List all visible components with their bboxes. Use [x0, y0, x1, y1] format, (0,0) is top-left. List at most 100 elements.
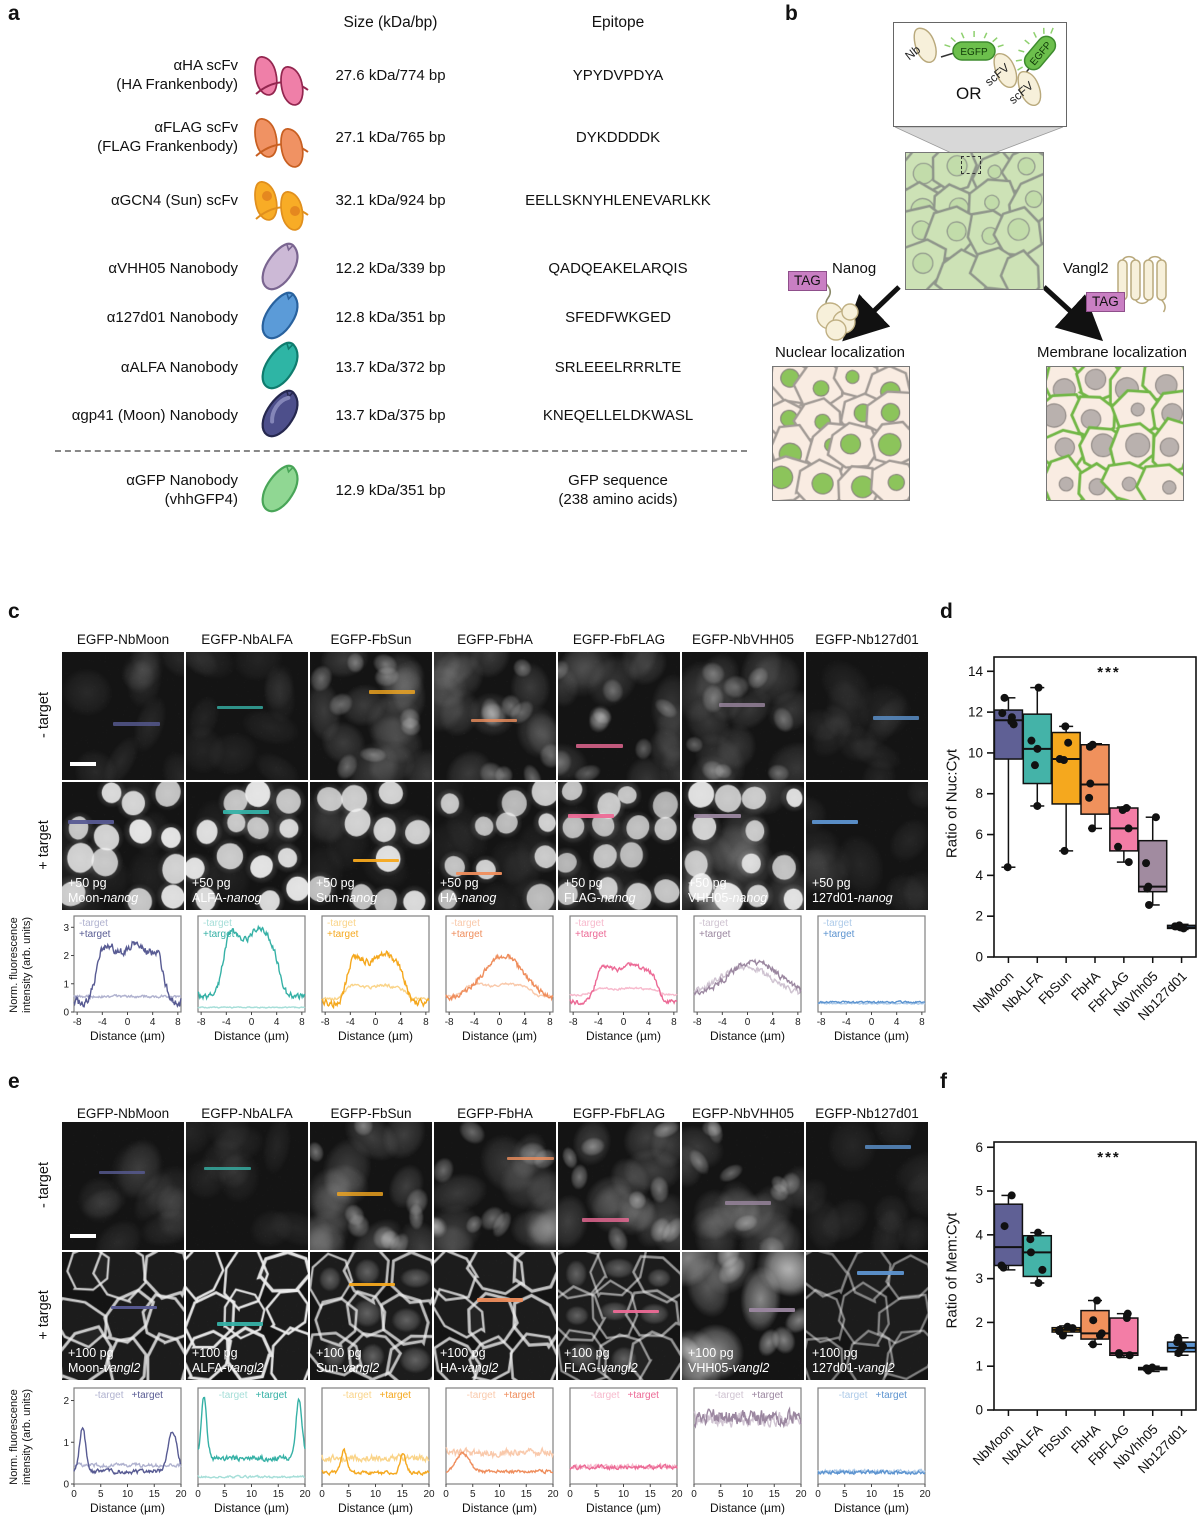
- svg-text:15: 15: [769, 1489, 781, 1500]
- data-point: [1086, 779, 1095, 788]
- antibody-name: αALFA Nanobody: [120, 358, 238, 376]
- microscopy-image: [558, 652, 680, 780]
- svg-text:-target: -target: [699, 918, 728, 929]
- svg-text:-4: -4: [842, 1017, 851, 1028]
- table-row: αGFP Nanobody (vhhGFP4) 12.9 kDa/351 bp GFP…: [0, 459, 770, 521]
- profile-line-marker: [582, 1218, 629, 1222]
- svg-text:-target: -target: [839, 1390, 868, 1401]
- construct-label: +50 pg Sun-nanog: [316, 876, 378, 905]
- svg-text:0: 0: [373, 1017, 379, 1028]
- profile-plot: 0 5 10 15 20 0 1 2 Distance (µm) -target +target: [62, 1385, 187, 1515]
- svg-text:-target: -target: [79, 918, 108, 929]
- data-point: [1174, 1333, 1183, 1342]
- svg-text:-8: -8: [73, 1017, 82, 1028]
- svg-text:0: 0: [319, 1489, 325, 1500]
- svg-text:-target: -target: [327, 918, 356, 929]
- svg-text:8: 8: [547, 1017, 553, 1028]
- svg-text:5: 5: [842, 1489, 848, 1500]
- size-value: 27.6 kDa/774 bp: [335, 66, 446, 84]
- micrograph: [186, 1252, 308, 1380]
- svg-text:-target: -target: [343, 1390, 372, 1401]
- svg-text:10: 10: [742, 1489, 754, 1500]
- construct-label: +100 pg HA-vangl2: [440, 1346, 499, 1375]
- profile-line-marker: [336, 1192, 384, 1196]
- panel-d-ylabel: Ratio of Nuc:Cyt: [943, 748, 961, 859]
- data-point: [1000, 693, 1009, 702]
- table-row: αHA scFv (HA Frankenbody) 27.6 kDa/774 bp Y…: [0, 44, 770, 106]
- svg-text:+target: +target: [132, 1390, 164, 1401]
- profile-line-marker: [812, 820, 859, 824]
- dark-target-trace: [569, 1463, 678, 1471]
- svg-text:5: 5: [222, 1489, 228, 1500]
- antibody-name: α127d01 Nanobody: [106, 308, 238, 326]
- profile-line-marker: [349, 1282, 396, 1287]
- light-target-trace: [445, 1446, 554, 1460]
- profile-svg: -8 -4 0 4 8 Distance (µm) -target+target: [445, 915, 554, 1043]
- svg-text:3: 3: [63, 923, 69, 934]
- data-point: [998, 709, 1007, 718]
- data-point: [1148, 1363, 1157, 1372]
- construct-label: +100 pg 127d01-vangl2: [812, 1346, 895, 1375]
- size-value: 12.9 kDa/351 bp: [335, 481, 446, 499]
- micrograph: [62, 652, 184, 780]
- profile-line-marker: [98, 1170, 145, 1175]
- data-point: [1003, 863, 1012, 872]
- svg-text:-4: -4: [222, 1017, 231, 1028]
- svg-text:Distance (µm): Distance (µm): [834, 1029, 909, 1043]
- scale-bar: [70, 1234, 96, 1238]
- profile-line-marker: [694, 814, 741, 818]
- data-point: [1038, 1265, 1047, 1274]
- svg-text:+target: +target: [752, 1390, 784, 1401]
- epitope-value: SFEDFWKGED: [565, 308, 671, 326]
- profile-line-marker: [352, 858, 400, 863]
- antibody-name: αVHH05 Nanobody: [108, 259, 238, 277]
- panel-e-profiles: 0 5 10 15 20 0 1 2 Distance (µm) -target +target 0 5…: [62, 1385, 931, 1515]
- svg-text:Distance (µm): Distance (µm): [90, 1029, 165, 1043]
- nuclear-localization-field: [772, 366, 910, 501]
- table-row: α127d01 Nanobody 12.8 kDa/351 bp SFEDFWKGE…: [0, 286, 770, 348]
- svg-text:10: 10: [246, 1489, 258, 1500]
- column-header: EGFP-FbFLAG: [572, 1106, 666, 1121]
- svg-text:20: 20: [795, 1489, 807, 1500]
- column-header: EGFP-FbHA: [457, 632, 533, 647]
- construct-label: +100 pg Moon-vangl2: [68, 1346, 141, 1375]
- column-header: EGFP-NbVHH05: [691, 1106, 795, 1121]
- dark-target-trace: [445, 953, 553, 1002]
- construct-label: +100 pg ALFA-vangl2: [192, 1346, 264, 1375]
- light-target-trace: [693, 962, 802, 997]
- data-point: [1178, 1342, 1187, 1351]
- light-target-trace: [197, 1006, 306, 1009]
- svg-text:-8: -8: [817, 1017, 826, 1028]
- svg-text:8: 8: [919, 1017, 925, 1028]
- svg-text:FbSun: FbSun: [1036, 969, 1075, 1008]
- svg-text:0: 0: [567, 1489, 573, 1500]
- microscopy-image: [62, 1122, 184, 1250]
- data-point: [1145, 900, 1154, 909]
- construct-label: +50 pg Moon-nanog: [68, 876, 139, 905]
- profile-svg: -8 -4 0 4 8 Distance (µm) -target+target: [197, 915, 306, 1043]
- microscopy-image: [806, 652, 928, 780]
- data-point: [1033, 744, 1042, 753]
- microscopy-image: [186, 652, 308, 780]
- svg-text:-target: -target: [823, 918, 852, 929]
- panel-c-label: c: [8, 600, 20, 623]
- profile-plot: -8 -4 0 4 8 Distance (µm) -target +target: [558, 913, 680, 1043]
- svg-text:8: 8: [423, 1017, 429, 1028]
- svg-text:+target: +target: [823, 929, 855, 940]
- inset-box: Nb EGFP OR scFV scFV EGFP: [893, 22, 1067, 127]
- micrograph: [186, 652, 308, 780]
- svg-text:0: 0: [975, 950, 983, 965]
- profile-plot: 0 5 10 15 20 Distance (µm) -target +target: [310, 1385, 435, 1515]
- profile-line-marker: [476, 1298, 524, 1302]
- construct-label: +50 pg HA-nanog: [440, 876, 497, 905]
- dark-target-trace: [693, 958, 802, 996]
- data-point: [1088, 1340, 1097, 1349]
- dark-target-trace: [321, 1447, 430, 1477]
- data-point: [1034, 1228, 1043, 1237]
- profile-line-marker: [216, 705, 263, 710]
- profile-plot: 0 5 10 15 20 Distance (µm) -target +target: [682, 1385, 807, 1515]
- microscopy-image: [682, 1122, 804, 1250]
- profile-line-marker: [567, 814, 615, 818]
- profile-line-marker: [576, 744, 623, 748]
